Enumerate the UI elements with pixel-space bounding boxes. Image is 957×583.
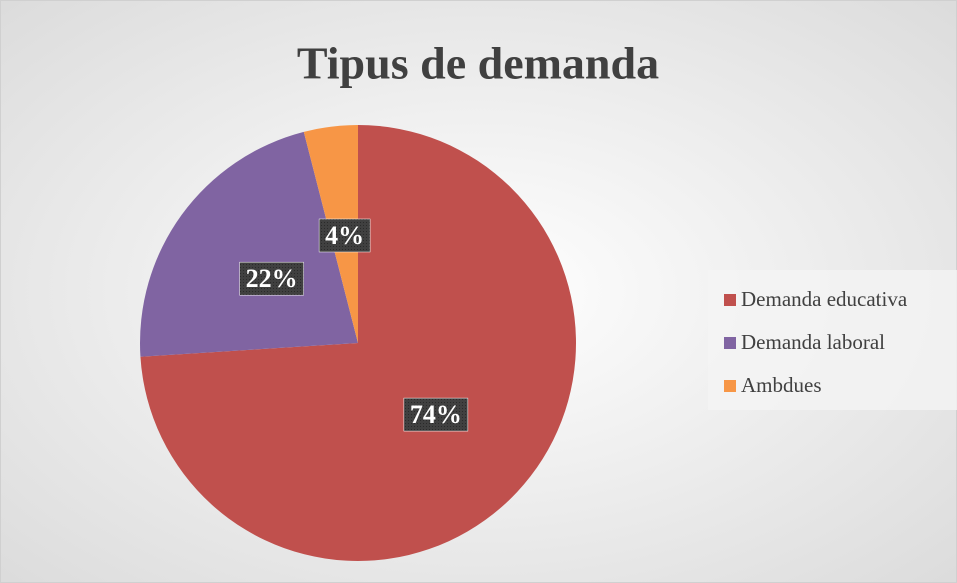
legend-label: Demanda laboral [741, 330, 885, 354]
data-label-box [239, 261, 304, 296]
data-label: 4% [325, 221, 364, 250]
chart-title: Tipus de demanda [297, 38, 659, 89]
data-label: 22% [246, 264, 298, 293]
legend-background [708, 270, 957, 410]
data-label: 74% [410, 400, 462, 429]
pie-slice [140, 125, 576, 561]
data-label-box [318, 218, 371, 253]
legend-label: Ambdues [741, 373, 822, 397]
legend-swatch [724, 380, 736, 392]
legend-label: Demanda educativa [741, 287, 908, 311]
legend-swatch [724, 337, 736, 349]
pie-slice [140, 131, 358, 357]
data-label-box [403, 397, 469, 432]
legend-swatch [724, 294, 736, 306]
